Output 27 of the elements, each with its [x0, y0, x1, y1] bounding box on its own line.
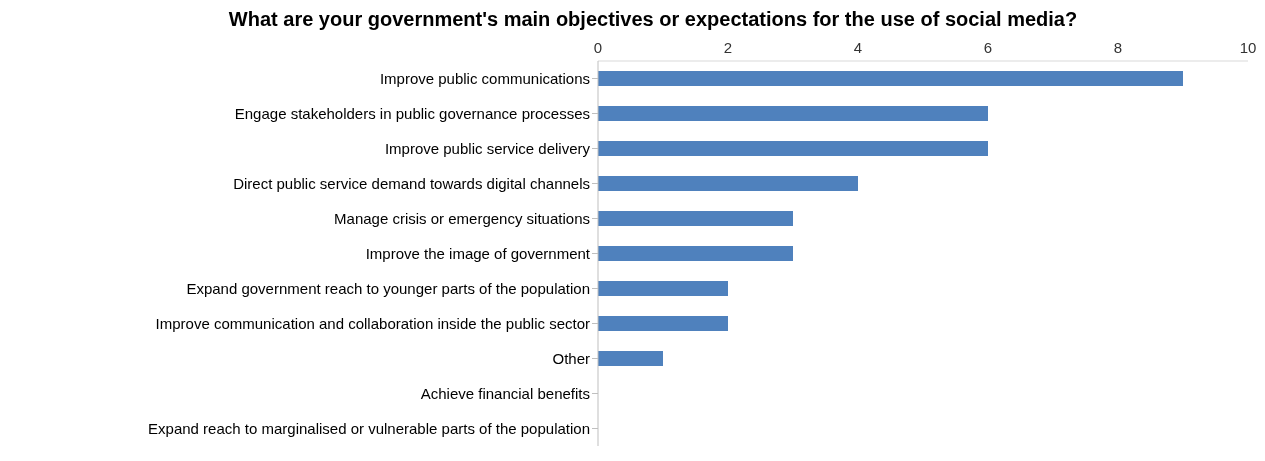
y-tick-label: Improve the image of government	[365, 244, 591, 262]
y-tick-label: Manage crisis or emergency situations	[334, 209, 590, 227]
x-tick-label: 8	[1113, 39, 1123, 56]
bar	[598, 211, 793, 226]
x-tick-label: 4	[853, 39, 863, 56]
bar	[598, 246, 793, 261]
y-tick-label: Improve public communications	[379, 69, 590, 87]
x-tick-label: 0	[593, 39, 603, 56]
y-tick-label: Expand reach to marginalised or vulnerable parts of the population	[148, 419, 590, 437]
y-tick-label: Engage stakeholders in public governance processes	[234, 104, 590, 122]
y-tick-label: Improve public service delivery	[384, 139, 591, 157]
bar	[598, 71, 1183, 86]
y-tick-label: Expand government reach to younger parts of the population	[186, 279, 590, 297]
x-tick-label: 6	[983, 39, 993, 56]
bar	[598, 316, 728, 331]
y-tick-label: Direct public service demand towards digital channels	[233, 174, 590, 192]
bar	[598, 176, 858, 191]
bar	[598, 141, 988, 156]
y-tick-label: Improve communication and collaboration inside the public sector	[155, 314, 590, 332]
y-tick-label: Achieve financial benefits	[420, 384, 590, 402]
bar	[598, 351, 663, 366]
bar	[598, 106, 988, 121]
chart-title: What are your government's main objectives or expectations for the use of social media?	[227, 8, 1079, 31]
x-tick-label: 2	[723, 39, 733, 56]
y-tick-label: Other	[552, 349, 590, 367]
x-tick-label: 10	[1239, 39, 1257, 56]
bar	[598, 281, 728, 296]
